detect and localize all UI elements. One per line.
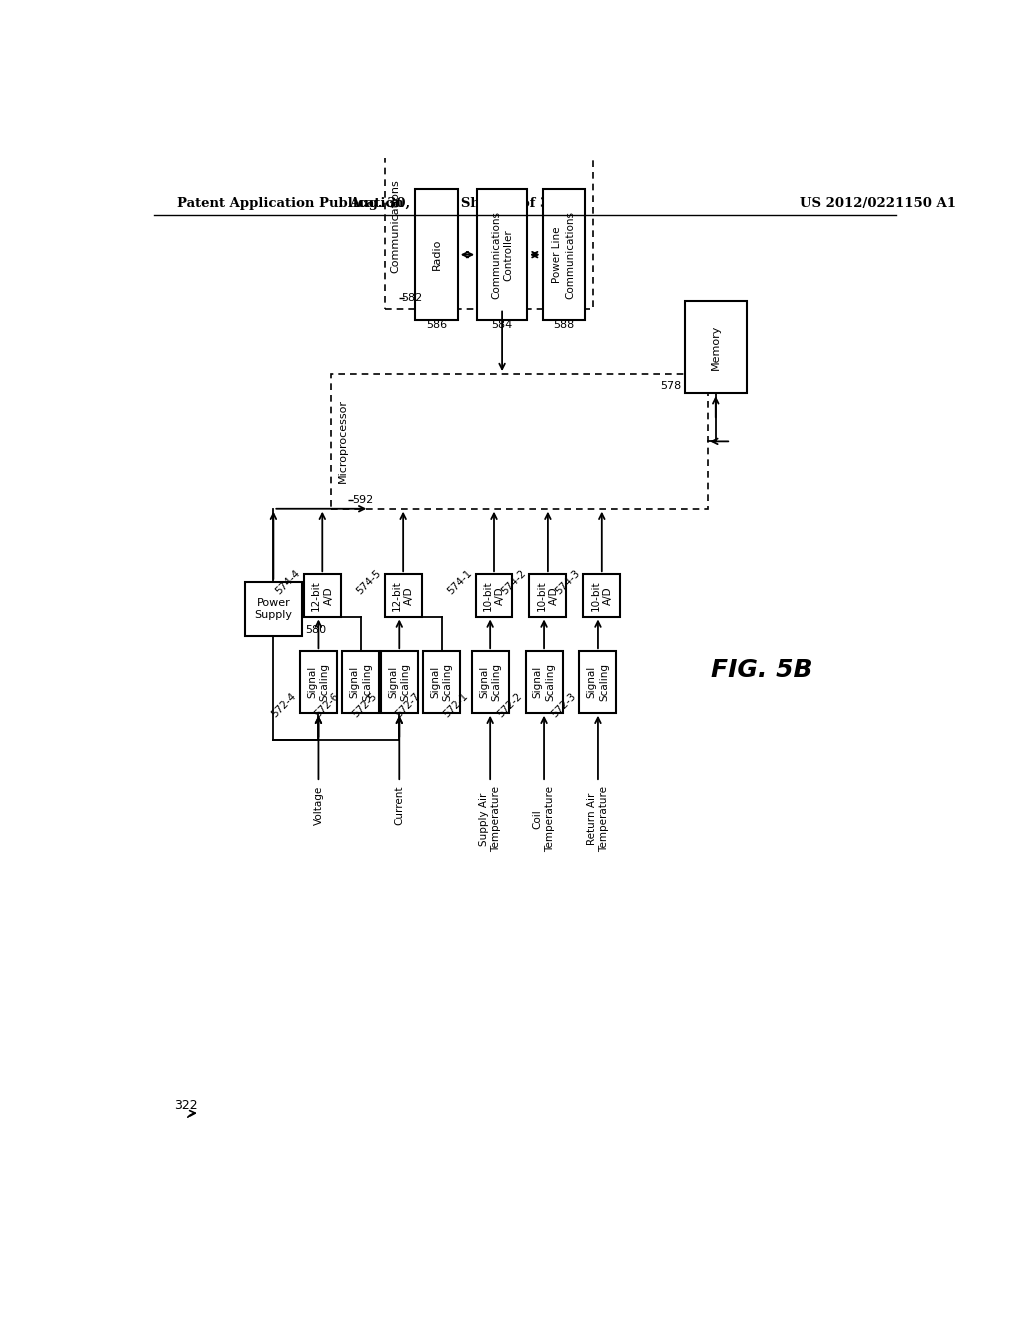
Text: 586: 586 xyxy=(426,321,447,330)
Text: Patent Application Publication: Patent Application Publication xyxy=(177,197,403,210)
Text: Return Air
Temperature: Return Air Temperature xyxy=(587,785,609,851)
Bar xyxy=(245,582,302,636)
Text: Power Line
Communications: Power Line Communications xyxy=(553,211,574,298)
Bar xyxy=(475,574,512,616)
Text: 10-bit
A/D: 10-bit A/D xyxy=(482,579,505,611)
Text: 574-3: 574-3 xyxy=(553,568,582,597)
Text: Coil
Temperature: Coil Temperature xyxy=(532,785,555,851)
Bar xyxy=(423,651,460,713)
Text: Microprocessor: Microprocessor xyxy=(338,400,348,483)
Text: Memory: Memory xyxy=(711,325,721,370)
Bar xyxy=(543,189,585,321)
Bar xyxy=(300,651,337,713)
Bar xyxy=(584,574,621,616)
Text: US 2012/0221150 A1: US 2012/0221150 A1 xyxy=(801,197,956,210)
Text: 574-4: 574-4 xyxy=(273,568,302,597)
Text: Signal
Scaling: Signal Scaling xyxy=(349,663,372,701)
Text: 572-3: 572-3 xyxy=(550,690,578,719)
Text: 10-bit
A/D: 10-bit A/D xyxy=(537,579,559,611)
Bar xyxy=(385,574,422,616)
Text: Aug. 30, 2012  Sheet 7 of 33: Aug. 30, 2012 Sheet 7 of 33 xyxy=(349,197,558,210)
Bar xyxy=(685,301,746,393)
Text: 572-4: 572-4 xyxy=(270,690,298,719)
Text: Signal
Scaling: Signal Scaling xyxy=(532,663,555,701)
Bar xyxy=(381,651,418,713)
Bar xyxy=(529,574,566,616)
Text: 588: 588 xyxy=(553,321,574,330)
Text: 10-bit
A/D: 10-bit A/D xyxy=(591,579,613,611)
Text: 574-2: 574-2 xyxy=(500,568,528,597)
Bar xyxy=(342,651,379,713)
Bar xyxy=(477,189,527,321)
Text: 572-6: 572-6 xyxy=(312,690,341,719)
Text: Power
Supply: Power Supply xyxy=(254,598,293,620)
Text: Voltage: Voltage xyxy=(313,785,324,825)
Bar xyxy=(525,651,562,713)
Text: 12-bit
A/D: 12-bit A/D xyxy=(311,579,334,611)
Bar xyxy=(416,189,458,321)
Text: 578: 578 xyxy=(659,380,681,391)
Text: Signal
Scaling: Signal Scaling xyxy=(430,663,453,701)
Text: Signal
Scaling: Signal Scaling xyxy=(587,663,609,701)
Text: 322: 322 xyxy=(174,1100,198,1111)
Text: 572-1: 572-1 xyxy=(441,690,470,719)
Text: 584: 584 xyxy=(492,321,513,330)
Bar xyxy=(472,651,509,713)
Bar xyxy=(580,651,616,713)
Bar xyxy=(331,374,708,508)
Text: Signal
Scaling: Signal Scaling xyxy=(479,663,502,701)
Bar xyxy=(385,143,593,309)
Text: Communications
Controller: Communications Controller xyxy=(490,211,513,298)
Text: 592: 592 xyxy=(352,495,374,504)
Text: FIG. 5B: FIG. 5B xyxy=(712,659,813,682)
Text: Supply Air
Temperature: Supply Air Temperature xyxy=(479,785,502,851)
Text: Signal
Scaling: Signal Scaling xyxy=(307,663,330,701)
Bar xyxy=(304,574,341,616)
Text: Radio: Radio xyxy=(432,239,441,271)
Text: Current: Current xyxy=(394,785,404,825)
Text: 572-2: 572-2 xyxy=(496,690,524,719)
Text: 12-bit
A/D: 12-bit A/D xyxy=(392,579,415,611)
Text: 580: 580 xyxy=(305,624,327,635)
Text: 574-5: 574-5 xyxy=(354,568,383,597)
Text: Signal
Scaling: Signal Scaling xyxy=(388,663,411,701)
Text: 572-5: 572-5 xyxy=(351,690,379,719)
Text: 572-7: 572-7 xyxy=(393,690,422,719)
Text: 582: 582 xyxy=(401,293,423,302)
Text: 574-1: 574-1 xyxy=(445,568,474,597)
Text: Communications: Communications xyxy=(390,180,400,273)
